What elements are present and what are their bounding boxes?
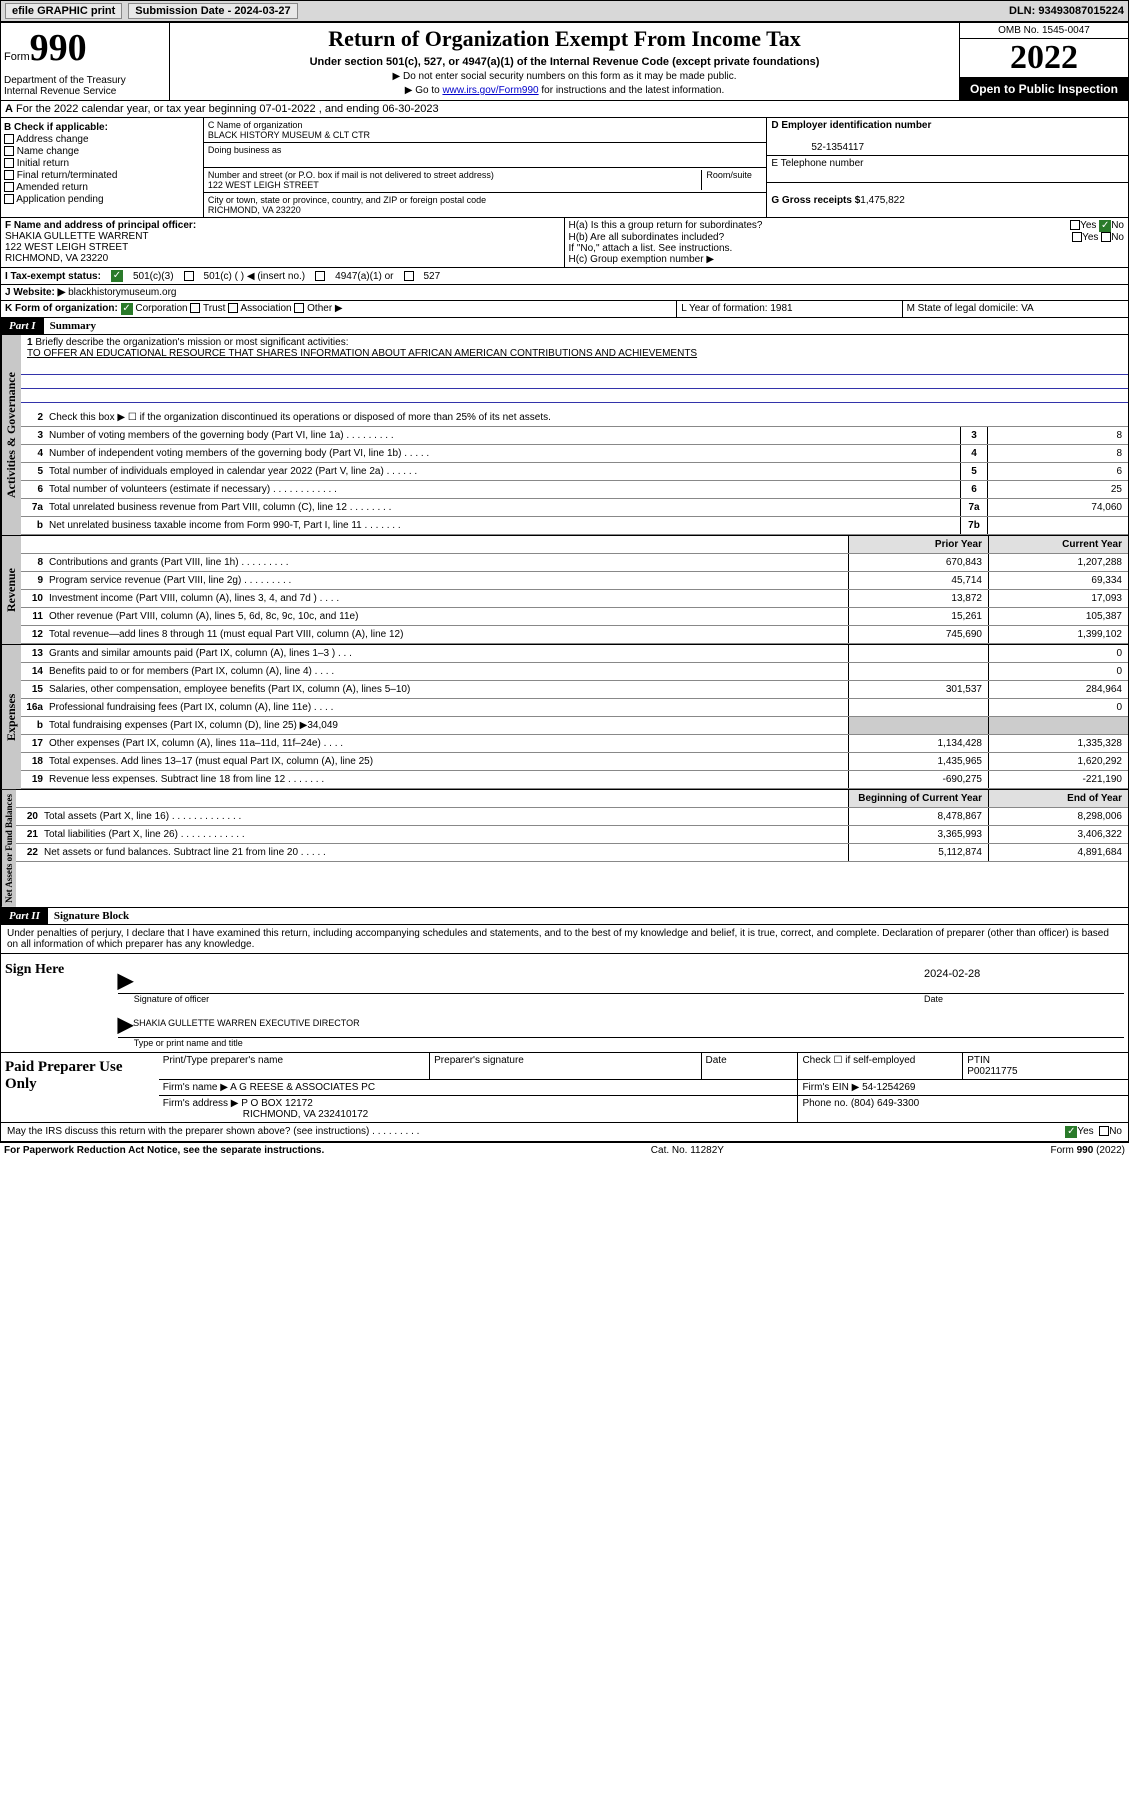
firm-addr: P O BOX 12172 [241,1098,313,1109]
part1-header: Part I [1,318,44,334]
officer-sig-name: SHAKIA GULLETTE WARREN EXECUTIVE DIRECTO… [133,1012,1124,1037]
subdate-button[interactable]: Submission Date - 2024-03-27 [128,3,297,19]
efile-button[interactable]: efile GRAPHIC print [5,3,122,19]
vtab-expenses: Expenses [1,645,21,789]
org-addr: 122 WEST LEIGH STREET [208,180,319,190]
firm-phone: (804) 649-3300 [851,1098,919,1109]
org-city: RICHMOND, VA 23220 [208,205,301,215]
website: blackhistorymuseum.org [65,287,176,298]
form-label: Form990 [4,26,166,70]
domicile: M State of legal domicile: VA [903,301,1128,317]
part2-header: Part II [1,908,48,924]
form-subtitle: Under section 501(c), 527, or 4947(a)(1)… [173,56,956,68]
check-icon: ✓ [1065,1126,1077,1138]
sig-date: 2024-02-28 [924,968,1124,993]
top-bar: efile GRAPHIC print Submission Date - 20… [0,0,1129,22]
ptin: P00211775 [967,1066,1017,1077]
paid-preparer-label: Paid Preparer Use Only [1,1053,159,1122]
form-note1: ▶ Do not enter social security numbers o… [173,71,956,82]
dln-label: DLN: 93493087015224 [1009,5,1124,17]
vtab-revenue: Revenue [1,536,21,644]
vtab-netassets: Net Assets or Fund Balances [1,790,16,907]
ein: 52-1354117 [771,142,864,153]
check-icon: ✓ [111,270,123,282]
vtab-governance: Activities & Governance [1,335,21,535]
year-formation: L Year of formation: 1981 [677,301,902,317]
firm-ein: 54-1254269 [862,1082,915,1093]
period-line: A For the 2022 calendar year, or tax yea… [1,101,1128,118]
section-b: B Check if applicable: Address change Na… [1,118,204,217]
declaration: Under penalties of perjury, I declare th… [1,925,1128,954]
officer-name: SHAKIA GULLETTE WARRENT [5,231,149,242]
gross-receipts: 1,475,822 [860,195,905,206]
form-note2: ▶ Go to www.irs.gov/Form990 for instruct… [173,85,956,96]
omb-label: OMB No. 1545-0047 [960,23,1128,39]
footer-right: Form 990 (2022) [1051,1145,1125,1156]
sign-here: Sign Here [1,954,114,1052]
org-name: BLACK HISTORY MUSEUM & CLT CTR [208,130,370,140]
firm-name: A G REESE & ASSOCIATES PC [230,1082,375,1093]
open-label: Open to Public Inspection [960,78,1128,100]
irs-link[interactable]: www.irs.gov/Form990 [442,85,538,96]
form-title: Return of Organization Exempt From Incom… [173,26,956,52]
footer-left: For Paperwork Reduction Act Notice, see … [4,1145,324,1156]
dept-label: Department of the Treasury Internal Reve… [4,75,166,97]
mission-text: TO OFFER AN EDUCATIONAL RESOURCE THAT SH… [27,348,697,359]
year-label: 2022 [960,39,1128,78]
footer-center: Cat. No. 11282Y [651,1145,724,1156]
